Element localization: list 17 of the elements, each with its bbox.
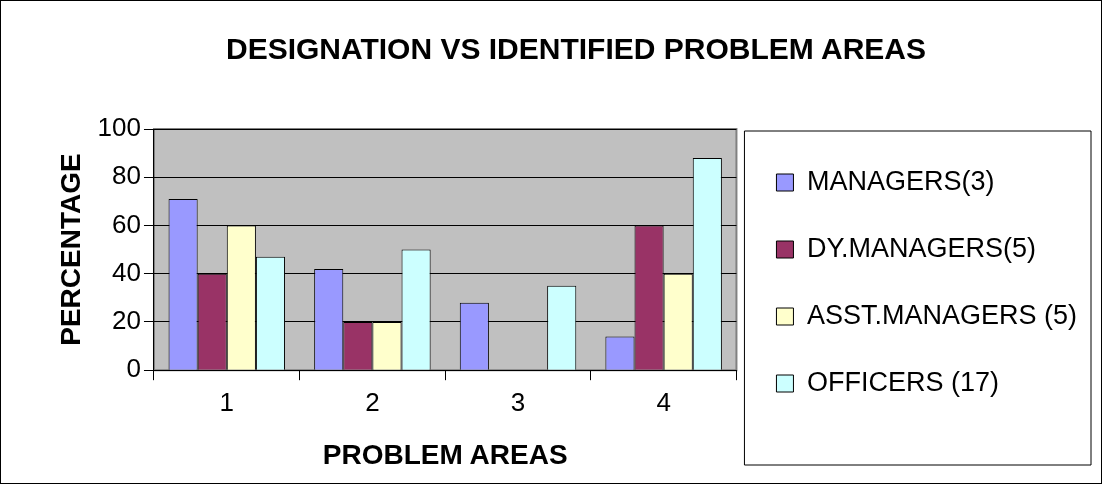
y-tick-label: 40	[112, 256, 141, 287]
legend-label: MANAGERS(3)	[806, 165, 995, 196]
x-axis-title: PROBLEM AREAS	[322, 438, 568, 470]
y-axis-title: PERCENTAGE	[54, 153, 86, 346]
y-tick-label: 80	[112, 160, 141, 191]
x-tick-label: 1	[219, 386, 235, 417]
legend-label: OFFICERS (17)	[806, 366, 999, 397]
legend-label: DY.MANAGERS(5)	[806, 232, 1037, 263]
y-tick-label: 100	[97, 112, 141, 143]
y-tick-label: 20	[112, 305, 141, 336]
x-tick-label: 4	[656, 386, 671, 417]
chart-title: DESIGNATION VS IDENTIFIED PROBLEM AREAS	[224, 31, 928, 67]
y-tick-label: 0	[126, 353, 141, 384]
x-tick-label: 2	[365, 386, 380, 417]
legend-label: ASST.MANAGERS (5)	[806, 299, 1078, 330]
y-tick-label: 60	[112, 208, 141, 239]
x-tick-label: 3	[510, 386, 526, 417]
